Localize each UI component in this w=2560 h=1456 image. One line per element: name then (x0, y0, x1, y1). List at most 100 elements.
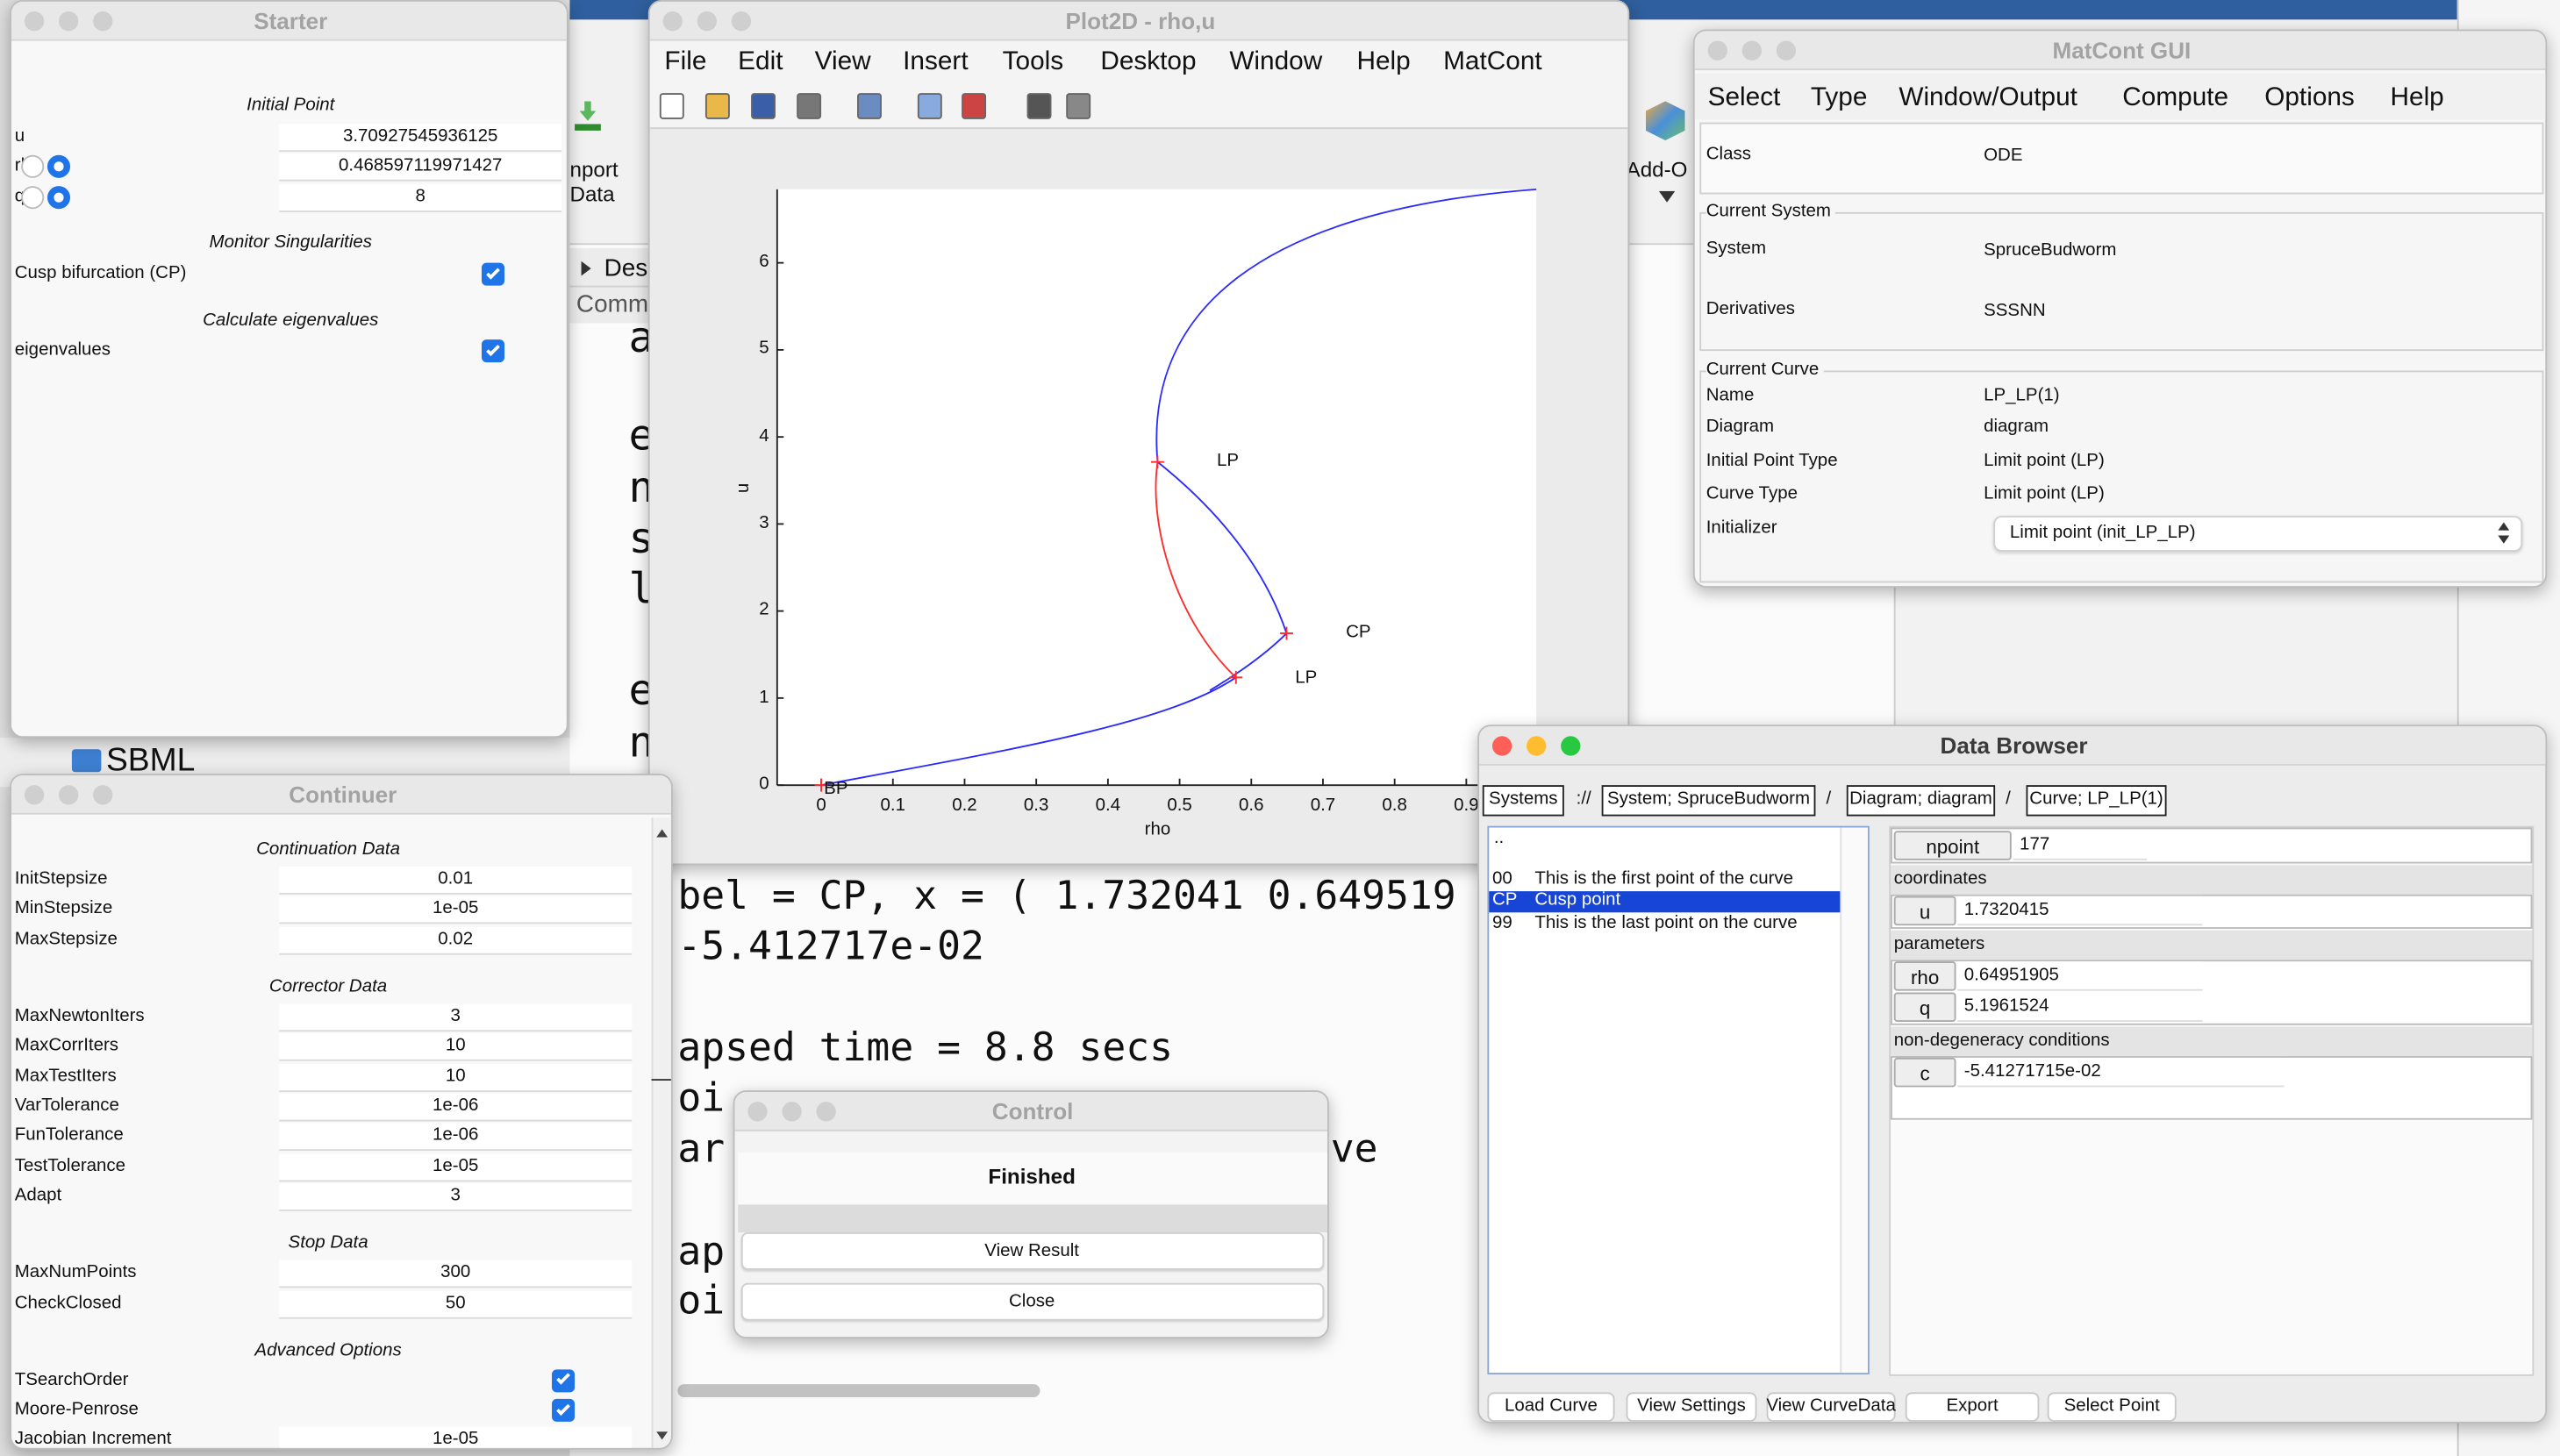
tool-icon[interactable] (1026, 93, 1052, 119)
tool-icon[interactable] (659, 93, 684, 119)
point-text[interactable]: This is the first point of the curve (1534, 868, 1794, 889)
button-label[interactable]: Load Curve (1505, 1395, 1598, 1417)
radio[interactable] (21, 154, 45, 178)
param-value-box[interactable] (279, 1290, 633, 1318)
window-button[interactable] (1491, 736, 1512, 756)
window-button[interactable] (1776, 40, 1797, 61)
menu-item[interactable]: Window (1229, 47, 1323, 76)
scroll-arrow[interactable] (656, 1431, 669, 1440)
menu-item[interactable]: View (814, 47, 871, 76)
window-button[interactable] (1707, 40, 1727, 61)
point-id[interactable]: 00 (1491, 868, 1512, 889)
menu-item[interactable]: Options (2264, 83, 2355, 112)
menu-item[interactable]: Insert (903, 47, 969, 76)
button-label[interactable]: View CurveData (1766, 1395, 1896, 1417)
tool-icon[interactable] (962, 93, 987, 119)
menu-item[interactable]: Window/Output (1899, 83, 2077, 112)
curve (1156, 460, 1288, 692)
radio[interactable] (46, 186, 71, 210)
param-value-box[interactable] (279, 867, 633, 895)
tool-icon[interactable] (857, 93, 882, 119)
group-box (1699, 370, 2544, 583)
param-value-box[interactable] (279, 1124, 633, 1152)
param-value-box[interactable] (279, 1427, 633, 1448)
button[interactable] (740, 1282, 1325, 1321)
radio[interactable] (21, 186, 45, 210)
window-button[interactable] (662, 11, 683, 32)
path-button[interactable] (2026, 785, 2167, 817)
button[interactable] (1626, 1392, 1757, 1422)
menu-item[interactable]: Tools (1002, 47, 1064, 76)
window-button[interactable] (816, 1102, 836, 1122)
param-value-box[interactable] (279, 1063, 633, 1092)
window-button[interactable] (1741, 40, 1763, 61)
select-box[interactable] (1993, 516, 2523, 553)
point-id[interactable]: 99 (1491, 913, 1512, 933)
param-value-box[interactable] (279, 896, 633, 925)
param-value-box[interactable] (279, 1003, 633, 1031)
path-button[interactable] (1846, 785, 1996, 817)
window-button[interactable] (697, 11, 717, 32)
window-button[interactable] (24, 785, 45, 805)
window-button[interactable] (782, 1102, 802, 1122)
button-label[interactable]: Close (1008, 1291, 1055, 1312)
window-button[interactable] (747, 1102, 768, 1122)
window-button[interactable] (731, 11, 752, 32)
button[interactable] (1766, 1392, 1896, 1422)
menu-item[interactable]: Help (1356, 47, 1411, 76)
param-value-box[interactable] (279, 926, 633, 955)
param-value-box[interactable] (279, 1093, 633, 1122)
menu-item[interactable]: Compute (2122, 83, 2229, 112)
y-tick-label: 6 (759, 252, 769, 272)
point-text[interactable]: This is the last point on the curve (1534, 913, 1798, 933)
tool-icon[interactable] (917, 93, 942, 119)
param-value-box[interactable] (279, 1260, 633, 1288)
window-button[interactable] (58, 785, 79, 805)
window-button[interactable] (58, 11, 79, 32)
menu-item[interactable]: File (664, 47, 707, 76)
path-button[interactable] (1482, 785, 1564, 817)
path-button[interactable] (1601, 785, 1816, 817)
point-text[interactable]: Cusp point (1534, 890, 1621, 910)
radio[interactable] (46, 154, 71, 178)
menu-item[interactable]: MatCont (1443, 47, 1542, 76)
button-label[interactable]: Export (1946, 1395, 1999, 1417)
point-id[interactable]: CP (1491, 890, 1518, 910)
x-tick-label: 0.2 (952, 796, 977, 816)
list-item[interactable]: .. (1493, 828, 1505, 848)
button[interactable] (2047, 1392, 2177, 1422)
window-button[interactable] (1561, 736, 1581, 756)
button-label[interactable]: View Settings (1637, 1395, 1746, 1417)
menu-item[interactable]: Help (2390, 83, 2444, 112)
button[interactable] (1905, 1392, 2040, 1422)
menu-item[interactable]: Select (1707, 83, 1781, 112)
button[interactable] (1487, 1392, 1615, 1422)
window-button[interactable] (24, 11, 45, 32)
point-value-box[interactable] (279, 124, 562, 153)
button[interactable] (740, 1232, 1325, 1270)
param-value-box[interactable] (279, 1033, 633, 1061)
menu-item[interactable]: Desktop (1100, 47, 1197, 76)
window-button[interactable] (93, 11, 113, 32)
param-value-box[interactable] (279, 1153, 633, 1181)
tool-icon[interactable] (704, 93, 730, 119)
checkbox[interactable] (552, 1398, 576, 1422)
param-value-box[interactable] (279, 1183, 633, 1212)
point-value-box[interactable] (279, 184, 562, 212)
tool-icon[interactable] (751, 93, 776, 119)
menu-item[interactable]: Type (1810, 83, 1868, 112)
checkbox[interactable] (552, 1368, 576, 1392)
point-value-box[interactable] (279, 153, 562, 182)
menu-item[interactable]: Edit (738, 47, 783, 76)
window-button[interactable] (93, 785, 113, 805)
tool-icon[interactable] (797, 93, 822, 119)
window-button[interactable] (1527, 736, 1547, 756)
checkbox[interactable] (481, 262, 505, 286)
tool-icon[interactable] (1066, 93, 1091, 119)
scroll-arrow[interactable] (656, 829, 669, 838)
button-label[interactable]: Select Point (2063, 1395, 2160, 1417)
button-label[interactable]: View Result (984, 1241, 1080, 1261)
checkbox[interactable] (481, 339, 505, 363)
param-label: MaxStepsize (14, 929, 118, 949)
